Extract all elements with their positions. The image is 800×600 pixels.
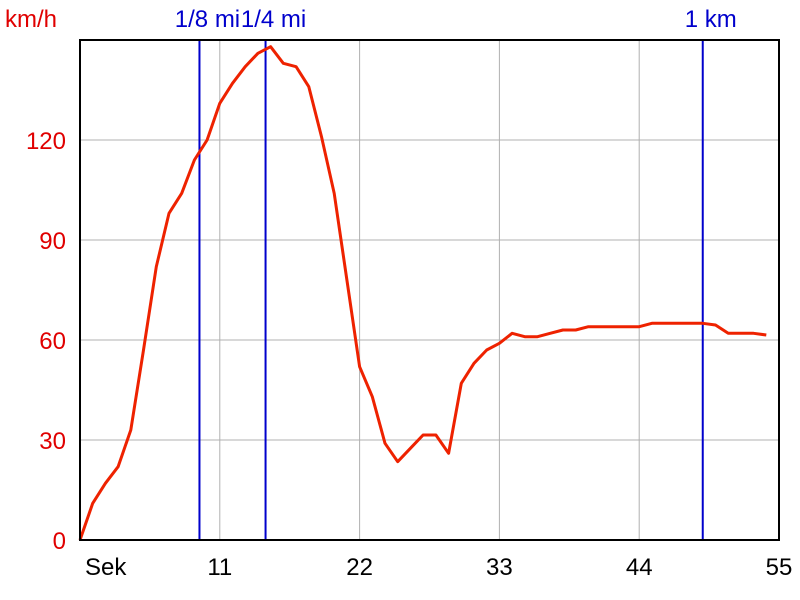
x-tick-label: 55 <box>766 554 793 581</box>
plot-frame <box>79 39 780 541</box>
y-tick-label: 0 <box>53 528 66 555</box>
y-tick-label: 120 <box>26 128 66 155</box>
y-tick-label: 90 <box>39 228 66 255</box>
x-axis-label: Sek <box>85 554 127 581</box>
x-tick-label: 11 <box>207 554 232 581</box>
x-tick-label: 33 <box>486 554 513 581</box>
marker-labels: 1/8 mi 1/4 mi 1 km <box>175 6 737 33</box>
y-tick-labels: 0 30 60 90 120 <box>26 128 66 555</box>
series-lines <box>78 45 767 541</box>
distance-marker-label: 1/4 mi <box>241 6 306 33</box>
distance-markers <box>198 40 704 540</box>
distance-marker-label: 1/8 mi <box>175 6 240 33</box>
grid-lines <box>80 40 779 540</box>
y-tick-label: 30 <box>39 428 66 455</box>
speed-series-line <box>78 45 767 541</box>
distance-marker-label: 1 km <box>685 6 737 33</box>
x-tick-label: 44 <box>626 554 653 581</box>
y-tick-label: 60 <box>39 328 66 355</box>
y-axis-label: km/h <box>5 6 57 33</box>
x-tick-labels: 11 22 33 44 55 <box>207 554 792 581</box>
x-tick-label: 22 <box>346 554 373 581</box>
